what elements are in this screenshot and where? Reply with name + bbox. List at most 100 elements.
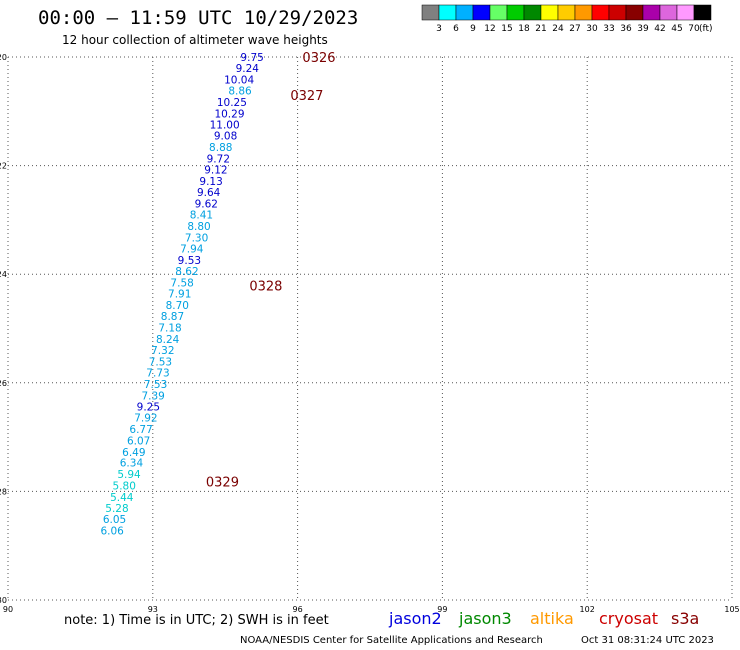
wave-height-label: 7.32 [151,345,174,357]
satellite-legend-jason2: jason2 [388,609,442,628]
colorbar-label: 39 [637,24,649,34]
y-tick-label: -24 [0,270,7,279]
pass-time-label: 0326 [302,51,335,66]
colorbar-label: 45 [671,24,682,34]
colorbar-swatch [659,4,678,21]
wave-height-label: 7.92 [134,413,157,425]
wave-height-label: 9.12 [204,164,227,176]
y-tick-label: -26 [0,379,7,388]
colorbar-label: 70 [688,24,700,34]
colorbar-legend: 3 6 9 12 15 18 21 24 27 30 33 36 39 42 45 70 (ft) [421,4,713,34]
y-tick-label: -30 [0,596,7,605]
satellite-legend-s3a: s3a [671,609,699,628]
colorbar-swatch [608,4,627,21]
colorbar-swatch [421,4,440,21]
wave-height-label: 5.94 [117,469,141,481]
satellite-legend: jason2 jason3 altika cryosat s3a [388,609,699,628]
wave-height-label: 8.88 [209,142,232,154]
colorbar-swatch [693,4,712,21]
wave-height-label: 7.94 [180,244,204,256]
wave-height-label: 9.13 [199,176,222,188]
colorbar-label: 3 [436,24,442,34]
pass-time-labels: 0326 0327 0328 0329 [206,51,336,491]
wave-height-label: 9.24 [236,63,260,75]
colorbar-label: 30 [586,24,598,34]
wave-height-label: 7.73 [146,367,169,379]
colorbar-swatch [472,4,491,21]
wave-height-label: 10.25 [217,97,247,109]
wave-height-label: 5.80 [113,480,136,492]
wave-height-label: 7.91 [168,289,191,301]
wave-height-label: 8.86 [228,86,252,98]
wave-height-label: 9.08 [214,131,237,143]
wave-height-points: 9.759.2410.048.8610.2510.2911.009.088.88… [100,52,263,537]
wave-height-label: 8.62 [175,266,198,278]
wave-height-label: 7.53 [144,379,167,391]
chart-title: 00:00 – 11:59 UTC 10/29/2023 [38,7,358,29]
colorbar-swatch [625,4,644,21]
wave-height-label: 7.58 [170,277,193,289]
wave-height-label: 7.53 [149,357,172,369]
wave-height-label: 5.28 [105,503,128,515]
satellite-legend-cryosat: cryosat [599,609,658,628]
wave-height-label: 8.41 [190,209,213,221]
wave-height-label: 6.34 [120,458,144,470]
chart-subtitle: 12 hour collection of altimeter wave hei… [62,33,328,47]
colorbar-label: 6 [453,24,459,34]
x-tick-label: 105 [724,605,739,614]
satellite-legend-jason3: jason3 [458,609,512,628]
colorbar-swatch [540,4,559,21]
footer-timestamp: Oct 31 08:31:24 UTC 2023 [581,635,714,646]
wave-height-label: 10.04 [224,74,254,86]
colorbar-swatch [438,4,457,21]
plot-grid [7,56,733,601]
y-tick-label: -28 [0,487,7,496]
x-tick-label: 102 [580,605,595,614]
pass-time-label: 0327 [290,89,323,104]
wave-height-label: 6.05 [103,514,126,526]
wave-height-label: 8.24 [156,334,180,346]
wave-height-label: 6.77 [129,424,152,436]
wave-height-label: 8.87 [161,311,184,323]
pass-time-label: 0329 [206,476,239,491]
colorbar-swatch [642,4,661,21]
colorbar-label: 36 [620,24,632,34]
wave-height-label: 9.64 [197,187,221,199]
colorbar-label: 21 [535,24,546,34]
colorbar-swatch [523,4,542,21]
wave-height-label: 9.25 [137,402,160,414]
colorbar-swatch [489,4,508,21]
wave-height-label: 6.49 [122,447,145,459]
colorbar-unit: (ft) [699,24,713,34]
axis-ticks: 90 93 96 99 102 105 -20 -22 -24 -26 -28 -30 [0,53,740,614]
wave-height-label: 11.00 [210,119,240,131]
x-tick-label: 96 [293,605,303,614]
colorbar-swatch [574,4,593,21]
wave-height-label: 6.07 [127,435,150,447]
wave-height-label: 6.06 [100,525,124,537]
colorbar-swatch [591,4,610,21]
footer-note: note: 1) Time is in UTC; 2) SWH is in fe… [64,613,329,628]
colorbar-label: 27 [569,24,580,34]
colorbar-label: 12 [484,24,495,34]
y-tick-label: -22 [0,162,7,171]
y-tick-label: -20 [0,53,7,62]
wave-height-label: 8.70 [166,300,189,312]
x-tick-label: 93 [148,605,158,614]
colorbar-swatch [557,4,576,21]
wave-height-label: 7.18 [158,322,181,334]
wave-height-label: 9.62 [195,199,218,211]
x-tick-label: 90 [3,605,13,614]
wave-height-label: 9.72 [207,154,230,166]
satellite-legend-altika: altika [530,609,574,628]
wave-height-label: 10.29 [214,108,244,120]
colorbar-label: 18 [518,24,530,34]
wave-height-label: 8.80 [187,221,210,233]
colorbar-label: 42 [654,24,665,34]
x-tick-label: 99 [437,605,447,614]
wave-height-label: 9.53 [178,255,201,267]
colorbar-label: 15 [501,24,512,34]
wave-height-label: 7.39 [141,390,164,402]
colorbar-swatch [676,4,695,21]
